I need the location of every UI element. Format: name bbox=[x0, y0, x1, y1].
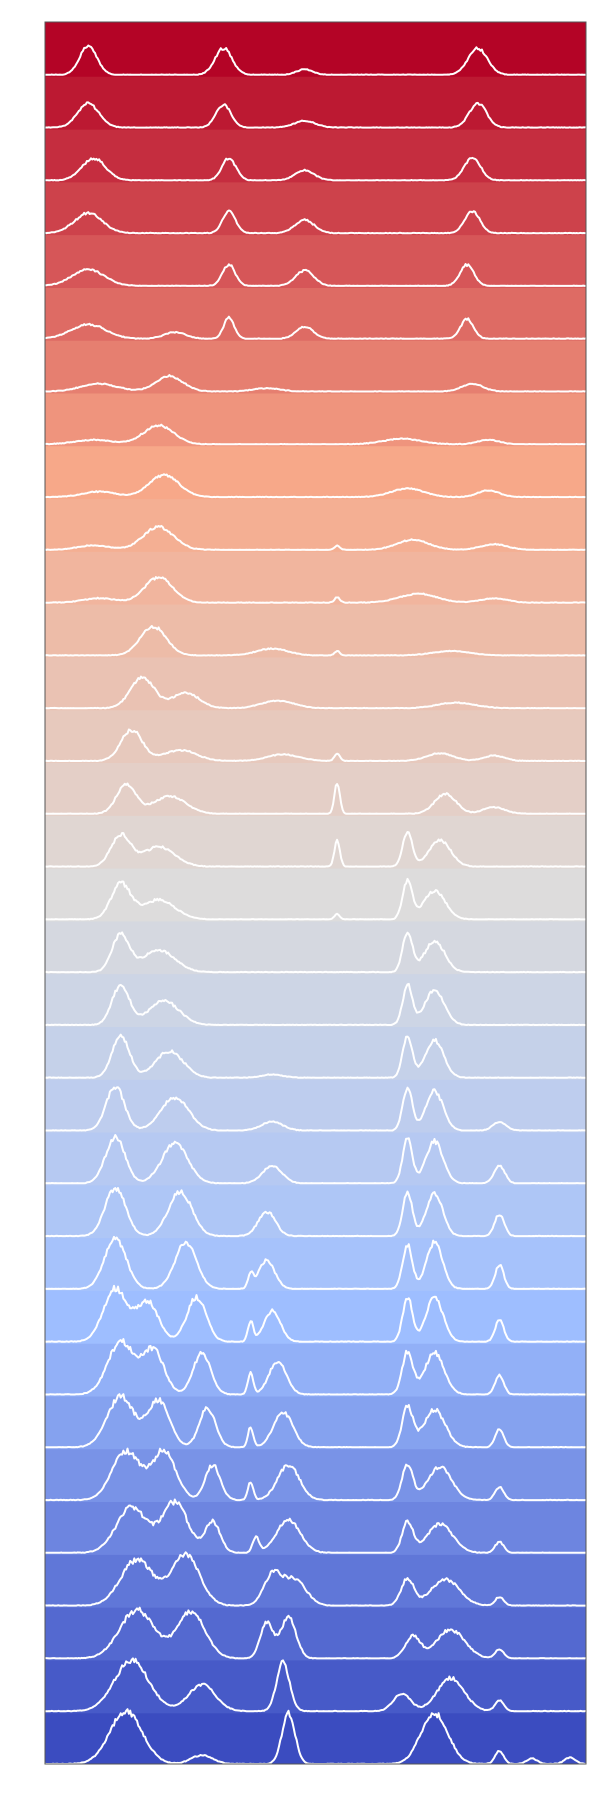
ridge-line-15 bbox=[45, 782, 586, 815]
row-band-7 bbox=[45, 338, 586, 393]
ridge-fill-27 bbox=[45, 1394, 586, 1450]
row-band-6 bbox=[45, 285, 586, 340]
ridge-line-8 bbox=[45, 423, 586, 446]
ridge-fill-32 bbox=[45, 1658, 586, 1714]
ridge-fill-23 bbox=[45, 1188, 586, 1239]
ridge-fill-13 bbox=[45, 676, 586, 711]
ridge-fill-12 bbox=[45, 626, 586, 658]
plot-frame bbox=[44, 21, 587, 1765]
ridge-fill-28 bbox=[45, 1448, 586, 1503]
ridge-fill-24 bbox=[45, 1236, 586, 1291]
ridge-fill-21 bbox=[45, 1087, 586, 1133]
ridge-fill-11 bbox=[45, 577, 586, 605]
ridge-line-17 bbox=[45, 877, 586, 921]
ridge-line-24 bbox=[45, 1235, 586, 1290]
ridge-line-2 bbox=[45, 101, 586, 129]
ridge-line-19 bbox=[45, 982, 586, 1026]
ridge-line-22 bbox=[45, 1134, 586, 1185]
ridge-line-5 bbox=[45, 263, 586, 287]
row-band-10 bbox=[45, 497, 586, 551]
ridge-fill-15 bbox=[45, 783, 586, 816]
row-band-1 bbox=[45, 22, 586, 76]
ridge-line-3 bbox=[45, 156, 586, 182]
ridge-line-29 bbox=[45, 1498, 586, 1554]
ridge-fill-30 bbox=[45, 1552, 586, 1608]
ridge-line-6 bbox=[45, 315, 586, 340]
ridge-line-26 bbox=[45, 1338, 586, 1396]
ridge-line-9 bbox=[45, 473, 586, 499]
ridge-line-28 bbox=[45, 1447, 586, 1502]
ridge-line-16 bbox=[45, 831, 586, 868]
ridge-line-21 bbox=[45, 1086, 586, 1132]
ridge-line-25 bbox=[45, 1284, 586, 1343]
ridge-line-30 bbox=[45, 1551, 586, 1607]
ridge-fill-6 bbox=[45, 316, 586, 341]
ridge-fill-20 bbox=[45, 1034, 586, 1080]
row-band-3 bbox=[45, 127, 586, 182]
ridge-fill-33 bbox=[45, 1709, 586, 1764]
ridge-line-31 bbox=[45, 1606, 586, 1660]
row-band-8 bbox=[45, 391, 586, 446]
ridge-line-27 bbox=[45, 1393, 586, 1449]
ridge-fill-19 bbox=[45, 983, 586, 1027]
row-band-12 bbox=[45, 602, 586, 657]
ridge-line-20 bbox=[45, 1033, 586, 1079]
ridge-fill-25 bbox=[45, 1285, 586, 1344]
ridge-line-18 bbox=[45, 931, 586, 974]
ridge-fill-1 bbox=[45, 45, 586, 77]
ridge-fill-7 bbox=[45, 375, 586, 394]
ridge-fill-4 bbox=[45, 210, 586, 236]
row-band-11 bbox=[45, 549, 586, 604]
ridge-line-14 bbox=[45, 728, 586, 762]
ridge-fill-26 bbox=[45, 1339, 586, 1397]
ridge-fill-10 bbox=[45, 525, 586, 552]
ridge-fill-8 bbox=[45, 424, 586, 447]
ridge-line-23 bbox=[45, 1187, 586, 1238]
ridge-line-7 bbox=[45, 374, 586, 393]
ridge-fill-29 bbox=[45, 1499, 586, 1555]
ridge-fill-31 bbox=[45, 1607, 586, 1661]
row-band-9 bbox=[45, 444, 586, 499]
ridge-line-12 bbox=[45, 625, 586, 657]
ridge-line-33 bbox=[45, 1708, 586, 1764]
ridge-line-11 bbox=[45, 576, 586, 604]
ridgeline-rows bbox=[45, 22, 586, 1764]
ridge-line-13 bbox=[45, 675, 586, 710]
ridge-fill-14 bbox=[45, 729, 586, 764]
row-band-2 bbox=[45, 74, 586, 129]
ridge-fill-9 bbox=[45, 474, 586, 500]
ridge-line-4 bbox=[45, 209, 586, 235]
ridge-fill-5 bbox=[45, 264, 586, 288]
ridge-line-10 bbox=[45, 524, 586, 551]
ridge-line-32 bbox=[45, 1657, 586, 1713]
ridge-line-1 bbox=[45, 44, 586, 76]
